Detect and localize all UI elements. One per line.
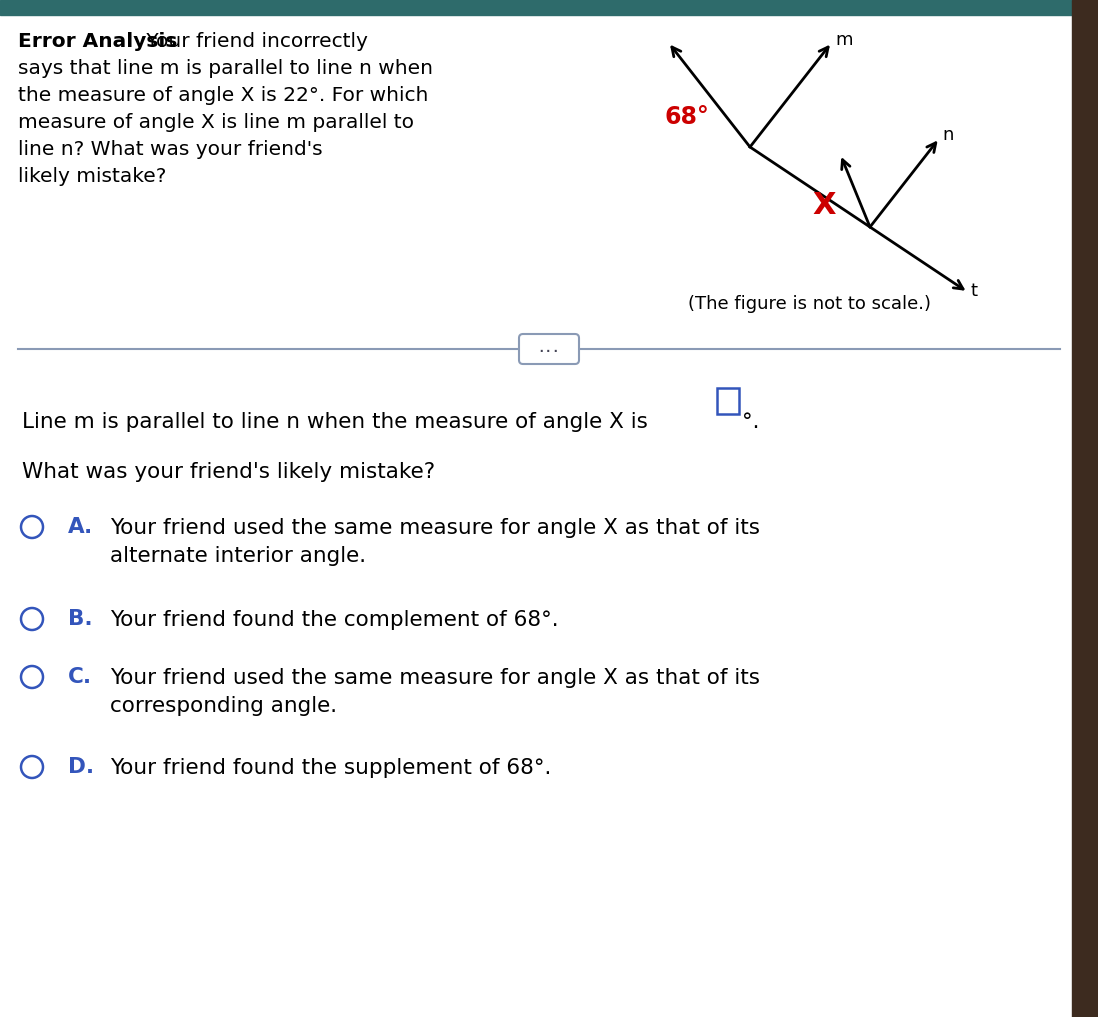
Text: (The figure is not to scale.): (The figure is not to scale.) [688, 295, 931, 313]
Text: says that line m is parallel to line n when: says that line m is parallel to line n w… [18, 59, 433, 78]
Text: X: X [813, 190, 836, 220]
Bar [1072, 0, 1098, 1017]
Text: Your friend found the complement of 68°.: Your friend found the complement of 68°. [110, 610, 559, 630]
Text: C.: C. [68, 667, 92, 687]
Text: m: m [836, 31, 852, 49]
Text: Your friend found the supplement of 68°.: Your friend found the supplement of 68°. [110, 758, 551, 778]
Text: line n? What was your friend's: line n? What was your friend's [18, 140, 323, 159]
Text: A.: A. [68, 517, 93, 537]
Circle shape [21, 666, 43, 687]
Text: What was your friend's likely mistake?: What was your friend's likely mistake? [22, 462, 435, 482]
Text: °.: °. [742, 412, 760, 432]
Bar [0, 0, 1072, 15]
Text: Line m is parallel to line n when the measure of angle X is: Line m is parallel to line n when the me… [22, 412, 648, 432]
Circle shape [21, 516, 43, 538]
Text: Your friend used the same measure for angle X as that of its: Your friend used the same measure for an… [110, 668, 760, 687]
Text: alternate interior angle.: alternate interior angle. [110, 546, 366, 566]
Bar [717, 388, 739, 414]
Text: Your friend incorrectly: Your friend incorrectly [141, 32, 368, 51]
Text: measure of angle X is line m parallel to: measure of angle X is line m parallel to [18, 113, 414, 132]
Text: the measure of angle X is 22°. For which: the measure of angle X is 22°. For which [18, 86, 428, 105]
FancyBboxPatch shape [519, 334, 579, 364]
Text: Your friend used the same measure for angle X as that of its: Your friend used the same measure for an… [110, 518, 760, 538]
Text: 68°: 68° [665, 105, 710, 129]
Text: n: n [943, 126, 954, 144]
Text: B.: B. [68, 609, 92, 629]
Text: likely mistake?: likely mistake? [18, 167, 167, 186]
Circle shape [21, 608, 43, 630]
Text: corresponding angle.: corresponding angle. [110, 696, 337, 716]
Text: ...: ... [538, 343, 560, 356]
Text: D.: D. [68, 757, 94, 777]
Text: Error Analysis: Error Analysis [18, 32, 178, 51]
Text: t: t [971, 282, 977, 300]
Circle shape [21, 756, 43, 778]
